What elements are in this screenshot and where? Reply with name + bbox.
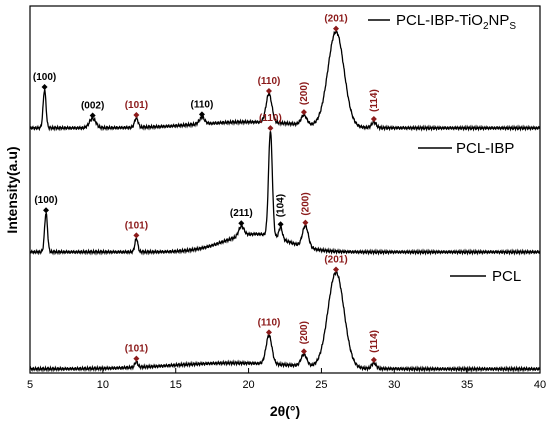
peak-label-pcl-3: (201): [324, 254, 347, 265]
x-tick-label-15: 15: [170, 379, 182, 391]
peak-labels: (100) (002) (101) (110) (110) (200) (201) (114)…: [33, 14, 380, 363]
peak-marker-pcl-ibp-tio2nps-0: [41, 83, 48, 90]
trace-pcl: [29, 269, 541, 373]
x-axis-title: 2θ(°): [270, 403, 300, 419]
legend-part-main: PCL-IBP-TiO: [396, 12, 483, 29]
peak-marker-pcl-ibp-5: [302, 219, 309, 226]
peak-marker-pcl-ibp-1: [133, 232, 140, 239]
peak-marker-pcl-ibp-tio2nps-2: [133, 111, 140, 118]
peak-marker-pcl-ibp-tio2nps-6: [333, 25, 339, 32]
peak-marker-pcl-ibp-tio2nps-4: [265, 87, 272, 94]
x-tick-label-35: 35: [461, 379, 473, 391]
peak-marker-pcl-4: [370, 356, 377, 363]
x-tick-label-5: 5: [27, 379, 33, 391]
peak-label-pcl-ibp-tio2nps-4: (110): [258, 76, 281, 87]
peak-label-pcl-ibp-2: (211): [230, 208, 253, 219]
legend-label-pcl: PCL: [492, 268, 521, 285]
peak-label-pcl-ibp-tio2nps-1: (002): [81, 100, 104, 111]
peak-label-pcl-ibp-tio2nps-0: (100): [33, 72, 56, 83]
legend-label-pcl-ibp: PCL-IBP: [456, 140, 514, 157]
peak-label-pcl-4: (114): [369, 330, 380, 353]
peak-marker-pcl-ibp-tio2nps-3: [198, 111, 205, 118]
peak-marker-pcl-ibp-tio2nps-7: [370, 115, 377, 122]
peak-marker-pcl-ibp-0: [43, 207, 50, 214]
peak-marker-pcl-0: [133, 355, 140, 362]
trace-pcl-ibp: [29, 131, 541, 256]
peak-marker-pcl-3: [333, 266, 339, 273]
peak-marker-pcl-ibp-4: [277, 221, 284, 228]
peak-label-pcl-ibp-tio2nps-2: (101): [125, 100, 148, 111]
peak-marker-pcl-ibp-tio2nps-5: [300, 109, 307, 116]
x-axis-ticks: 5 10 15 20 25 30 35 40: [27, 368, 546, 391]
x-tick-label-25: 25: [315, 379, 327, 391]
peak-marker-pcl-ibp-3: [267, 125, 274, 132]
peak-label-pcl-ibp-0: (100): [34, 195, 57, 206]
peak-label-pcl-ibp-tio2nps-6: (201): [324, 14, 347, 25]
peak-label-pcl-2: (200): [299, 321, 310, 344]
legend-pcl: PCL: [450, 268, 521, 285]
peak-label-pcl-1: (110): [258, 317, 281, 328]
peak-label-pcl-ibp-tio2nps-5: (200): [299, 82, 310, 105]
peak-label-pcl-0: (101): [125, 344, 148, 355]
legend-pcl-ibp: PCL-IBP: [418, 140, 514, 157]
legend-part-sub-2: 2: [483, 21, 489, 32]
x-tick-label-10: 10: [97, 379, 109, 391]
y-axis-title: Intensity(a.u): [4, 146, 20, 233]
peak-label-pcl-ibp-4: (104): [276, 194, 287, 217]
x-tick-label-30: 30: [388, 379, 400, 391]
peak-label-pcl-ibp-tio2nps-7: (114): [369, 89, 380, 112]
peak-label-pcl-ibp-5: (200): [300, 192, 311, 215]
legend-part-np: NP: [489, 12, 510, 29]
peak-label-pcl-ibp-3: (110): [259, 113, 282, 124]
legend-label-pcl-ibp-tio2nps: PCL-IBP-TiO2NPS: [396, 12, 516, 32]
plot-frame: [29, 5, 541, 374]
peak-marker-pcl-ibp-2: [238, 220, 245, 227]
legend-part-sub-s: S: [509, 21, 516, 32]
trace-pcl-ibp-tio2nps: [29, 28, 541, 132]
legend-pcl-ibp-tio2nps: PCL-IBP-TiO2NPS: [368, 12, 516, 32]
peak-label-pcl-ibp-tio2nps-3: (110): [191, 99, 214, 110]
x-tick-label-40: 40: [534, 379, 546, 391]
peak-marker-pcl-ibp-tio2nps-1: [89, 112, 96, 119]
x-tick-label-20: 20: [242, 379, 254, 391]
peak-label-pcl-ibp-1: (101): [125, 220, 148, 231]
peak-marker-pcl-1: [265, 329, 272, 336]
peak-marker-pcl-2: [300, 348, 307, 355]
xrd-traces: [29, 28, 541, 373]
